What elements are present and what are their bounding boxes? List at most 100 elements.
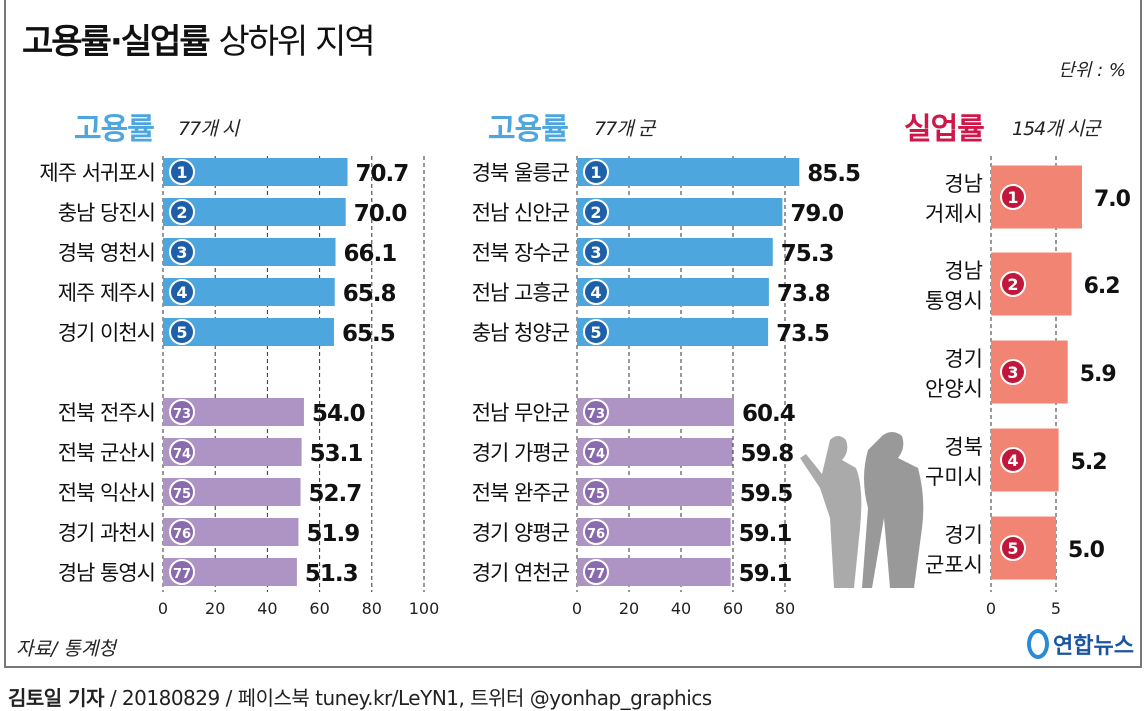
rank-number: 76 [173,527,191,542]
rank-number: 5 [590,323,601,342]
x-tick-label: 60 [309,599,329,618]
category-label: 전북 장수군 [472,241,570,265]
value-label: 59.1 [739,561,792,587]
rank-number: 1 [176,163,187,182]
value-label: 53.1 [310,441,363,467]
x-tick-label: 0 [986,599,996,618]
credit-line: 김토일 기자 / 20180829 / 페이스북 tuney.kr/LeYN1,… [8,686,712,710]
chart2-subheading: 77개 군 [594,118,655,140]
rank-badge [169,399,195,425]
value-label: 5.9 [1080,362,1116,387]
rank-badge [583,159,609,185]
category-label: 경기 [944,347,983,371]
rank-badge [583,519,609,545]
rank-badge [583,279,609,305]
value-label: 59.8 [740,441,793,467]
logo-icon [1027,629,1050,659]
rank-number: 3 [1007,363,1018,382]
value-label: 59.5 [740,481,793,507]
category-label: 전남 무안군 [472,401,570,425]
yonhap-logo: 연합뉴스 [1027,628,1134,660]
chart3-subheading: 154개 시군 [1012,118,1101,140]
category-label: 경북 영천시 [58,241,155,265]
x-tick-label: 5 [1051,599,1061,618]
category-label: 전북 완주군 [472,481,570,505]
x-tick-label: 0 [572,599,582,618]
category-label: 거제시 [925,202,983,226]
category-label: 경남 통영시 [58,561,155,585]
rank-badge [1000,271,1026,297]
category-label: 충남 청양군 [472,321,570,345]
rank-badge [169,239,195,265]
value-label: 79.0 [790,201,843,227]
bar [577,238,773,266]
rank-badge [169,319,195,345]
rank-number: 73 [173,407,191,422]
x-tick-label: 40 [671,599,691,618]
rank-number: 2 [176,203,187,222]
rank-badge [169,559,195,585]
rank-number: 5 [1007,539,1018,558]
rank-badge [583,559,609,585]
rank-badge [1000,184,1026,210]
x-tick-label: 20 [205,599,225,618]
rank-number: 5 [176,323,187,342]
category-label: 제주 제주시 [58,281,155,305]
category-label: 경남 [944,259,983,283]
chart3-heading: 실업률 [904,112,985,147]
rank-badge [583,319,609,345]
x-tick-label: 80 [775,599,795,618]
value-label: 70.0 [354,201,407,227]
category-label: 경기 이천시 [58,321,155,345]
category-label: 경기 연천군 [472,561,570,585]
rank-badge [169,199,195,225]
person-silhouette-icon [862,432,924,588]
rank-number: 2 [590,203,601,222]
category-label: 경북 울릉군 [472,161,570,185]
category-label: 경기 가평군 [472,441,570,465]
value-label: 6.2 [1084,274,1120,299]
rank-number: 3 [590,243,601,262]
page-title: 고용률·실업률 상하위 지역 [22,22,376,62]
rank-badge [583,439,609,465]
value-label: 65.5 [342,321,395,347]
category-label: 안양시 [925,377,983,401]
category-label: 경기 과천시 [58,521,155,545]
category-label: 통영시 [925,289,983,313]
rank-badge [169,519,195,545]
rank-badge [169,279,195,305]
x-tick-label: 60 [723,599,743,618]
value-label: 51.9 [306,521,359,547]
category-label: 전남 고흥군 [472,281,570,305]
rank-badge [583,199,609,225]
source-note: 자료/ 통계청 [16,638,116,660]
value-label: 66.1 [344,241,397,267]
category-label: 경북 [944,435,983,459]
rank-number: 3 [176,243,187,262]
x-tick-label: 80 [362,599,382,618]
value-label: 60.4 [742,401,795,427]
value-label: 70.7 [356,161,409,187]
category-label: 충남 당진시 [58,201,155,225]
category-label: 제주 서귀포시 [39,161,155,185]
rank-number: 74 [173,447,191,462]
unit-label: 단위 : % [1058,60,1126,81]
rank-badge [1000,447,1026,473]
chart-frame [4,0,1142,668]
rank-number: 76 [587,527,605,542]
chart1-subheading: 77개 시 [178,118,239,140]
category-label: 전북 익산시 [58,481,155,505]
chart1-heading: 고용률 [74,112,155,147]
category-label: 구미시 [925,465,983,489]
bar [577,158,800,186]
rank-badge [583,479,609,505]
rank-badge [169,439,195,465]
rank-number: 75 [587,487,605,502]
value-label: 73.5 [776,321,829,347]
rank-number: 4 [1007,451,1018,470]
value-label: 85.5 [807,161,860,187]
value-label: 7.0 [1094,187,1131,212]
category-label: 전북 군산시 [58,441,155,465]
rank-badge [583,399,609,425]
